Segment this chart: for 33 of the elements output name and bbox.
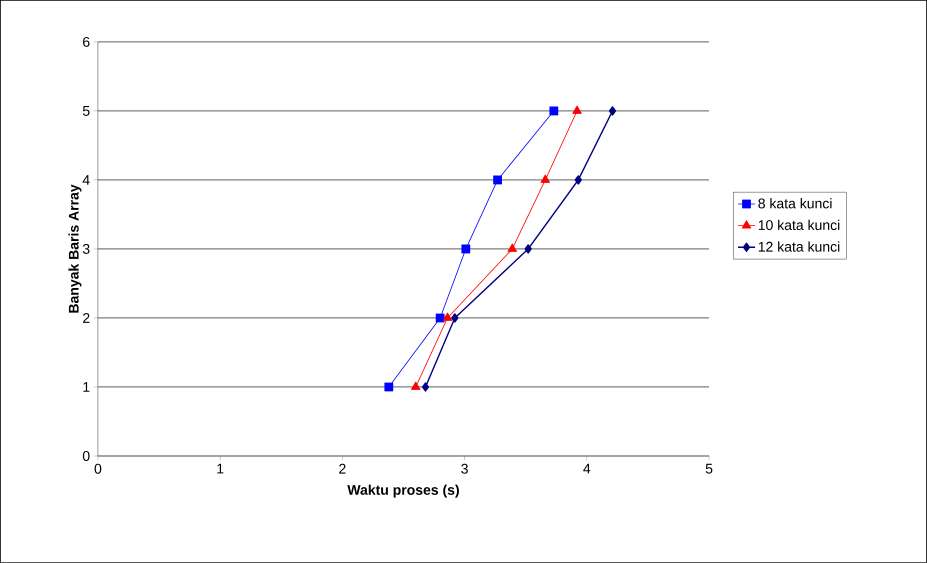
x-tick-label: 5 [706,464,712,474]
x-tick-label: 3 [461,464,468,474]
point [436,314,445,322]
legend-label: 8 kata kunci [758,198,832,208]
point [574,175,582,185]
point [493,176,502,184]
y-tick-label: 6 [83,36,90,47]
point [422,382,430,392]
point [451,313,459,323]
y-tick-label: 3 [82,244,90,254]
y-tick-label: 0 [82,451,90,461]
point [461,244,470,254]
point [549,106,558,116]
legend-label: 10 kata kunci [758,220,840,230]
x-tick-label: 0 [94,464,102,474]
point [540,174,550,183]
x-tick-label: 4 [583,464,590,474]
point [524,244,532,254]
point [442,312,452,321]
y-tick-label: 1 [83,382,90,392]
y-tick-label: 2 [83,313,90,323]
y-axis-title: Banyak Baris Array [68,184,82,313]
x-tick-label: 1 [217,464,224,474]
y-tick-label: 4 [82,175,90,185]
point [608,106,616,116]
point [384,382,394,392]
point [410,382,420,390]
legend-label: 12 kata kunci [758,241,840,252]
point [572,106,582,114]
x-axis-title: Waktu proses (s) [347,484,459,498]
x-tick-label: 2 [339,464,346,474]
point [508,244,518,252]
y-tick-label: 5 [82,106,90,116]
